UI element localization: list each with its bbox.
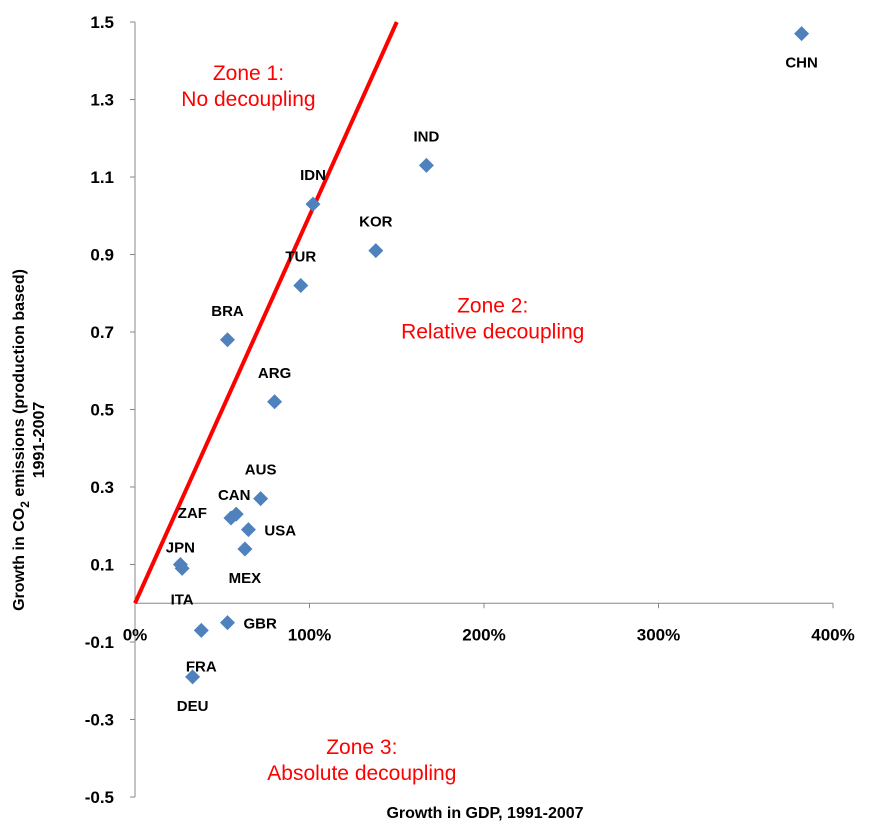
data-label-deu: DEU xyxy=(177,698,209,715)
y-tick-label: -0.5 xyxy=(85,788,114,807)
y-tick-label: -0.1 xyxy=(85,633,114,652)
y-tick-label: 1.3 xyxy=(90,91,114,110)
x-tick-label: 200% xyxy=(462,625,505,644)
zone-labels: Zone 1: No decoupling Zone 2: Relative deco… xyxy=(181,62,584,785)
x-tick-label: 100% xyxy=(288,625,331,644)
data-label-kor: KOR xyxy=(359,214,393,231)
data-label-gbr: GBR xyxy=(243,616,276,633)
x-tick-label: 400% xyxy=(811,625,854,644)
data-point-usa xyxy=(240,522,256,538)
data-label-chn: CHN xyxy=(785,55,818,72)
data-label-idn: IDN xyxy=(300,167,326,184)
y-tick-label: 1.1 xyxy=(90,168,114,187)
y-tick-label: 0.9 xyxy=(90,246,114,265)
zone-2-title: Zone 2: xyxy=(457,294,528,317)
zone-1-title: Zone 1: xyxy=(213,62,284,85)
y-tick-label: -0.3 xyxy=(85,711,114,730)
decoupling-line-segment xyxy=(133,21,399,605)
data-label-jpn: JPN xyxy=(166,540,195,557)
data-label-zaf: ZAF xyxy=(178,505,207,522)
data-point-zaf xyxy=(223,510,239,526)
data-label-mex: MEX xyxy=(229,570,262,587)
data-point-arg xyxy=(267,394,283,410)
axes xyxy=(130,21,834,798)
decoupling-line xyxy=(133,21,399,605)
y-tick-label: 0.5 xyxy=(90,401,114,420)
data-point-mex xyxy=(237,541,253,557)
zone-3-title: Zone 3: xyxy=(326,736,397,759)
data-points: CHN IND IDN KOR TUR BRA ARG AUS CAN ZAF USA MEX JPN I… xyxy=(166,26,818,715)
y-tick-label: 0.1 xyxy=(90,556,114,575)
data-point-gbr xyxy=(219,615,235,631)
x-tick-label: 300% xyxy=(637,625,680,644)
x-tick-label: 0% xyxy=(123,625,148,644)
data-point-tur xyxy=(293,278,309,293)
data-point-ind xyxy=(418,157,434,173)
data-point-bra xyxy=(219,332,235,348)
x-axis-title: Growth in GDP, 1991-2007 xyxy=(386,805,583,822)
data-point-chn xyxy=(794,26,810,42)
data-label-bra: BRA xyxy=(211,303,244,320)
data-label-tur: TUR xyxy=(285,249,316,266)
data-point-kor xyxy=(368,243,384,259)
data-label-usa: USA xyxy=(264,523,296,540)
y-axis-title-line1: Growth in CO2 emissions (production base… xyxy=(11,269,32,611)
y-axis-title-line2: 1991-2007 xyxy=(31,402,48,479)
data-label-ita: ITA xyxy=(171,591,194,608)
y-axis-title: Growth in CO2 emissions (production base… xyxy=(11,269,48,611)
data-point-aus xyxy=(253,491,269,507)
data-label-ind: IND xyxy=(413,128,439,145)
data-point-ita xyxy=(174,560,190,576)
data-point-deu xyxy=(185,669,201,685)
data-label-can: CAN xyxy=(218,487,251,504)
data-point-idn xyxy=(305,196,321,212)
data-point-fra xyxy=(193,622,209,638)
y-tick-label: 1.5 xyxy=(90,13,114,32)
zone-2-name: Relative decoupling xyxy=(401,320,584,343)
tick-labels: 1.5 1.3 1.1 0.9 0.7 0.5 0.3 0.1 -0.1 -0.3 -0.5 0% 10… xyxy=(85,13,855,807)
zone-1-name: No decoupling xyxy=(181,88,315,111)
zone-3-name: Absolute decoupling xyxy=(267,762,456,785)
y-tick-label: 0.3 xyxy=(90,478,114,497)
data-label-aus: AUS xyxy=(245,462,277,479)
data-label-arg: ARG xyxy=(258,365,291,382)
y-tick-label: 0.7 xyxy=(90,323,114,342)
